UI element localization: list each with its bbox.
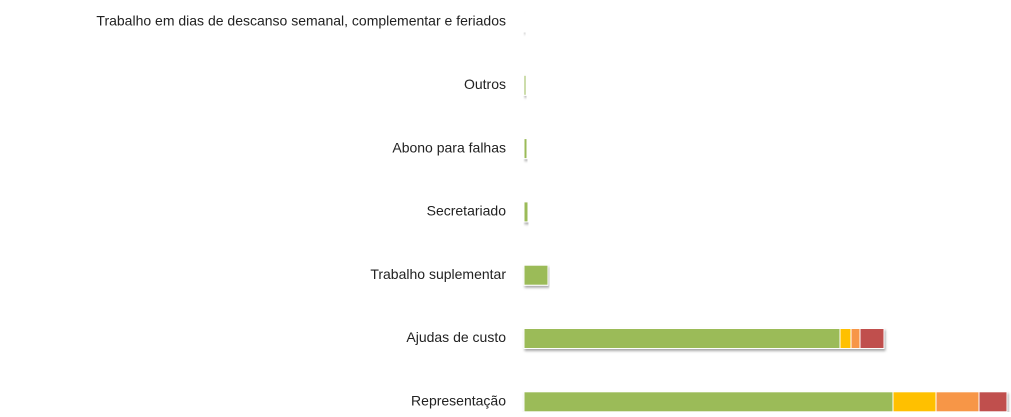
bar-segment [978, 391, 1008, 413]
bar-group [523, 328, 885, 349]
bar-segment [523, 74, 527, 96]
bar-group [523, 391, 1008, 413]
category-label: Abono para falhas [392, 139, 506, 155]
bar-segment [839, 328, 852, 349]
bar-segment [523, 264, 549, 286]
category-label: Ajudas de custo [406, 329, 506, 345]
bar-segment [850, 328, 861, 349]
bar-group [523, 11, 526, 33]
category-label: Outros [464, 76, 506, 92]
bar-segment [523, 391, 894, 413]
bar-segment [523, 201, 529, 223]
bar-segment [523, 138, 528, 160]
bar-group [523, 74, 527, 96]
bar-group [523, 201, 529, 223]
bar-segment [859, 328, 885, 349]
bar-segment [935, 391, 980, 413]
bar-segment [523, 11, 526, 33]
category-label: Trabalho em dias de descanso semanal, co… [96, 13, 506, 29]
category-label: Representação [411, 393, 506, 409]
bar-segment [523, 328, 841, 349]
bar-group [523, 264, 549, 286]
bar-group [523, 138, 528, 160]
category-label: Secretariado [427, 203, 507, 219]
category-label: Trabalho suplementar [370, 266, 506, 282]
bar-segment [892, 391, 937, 413]
